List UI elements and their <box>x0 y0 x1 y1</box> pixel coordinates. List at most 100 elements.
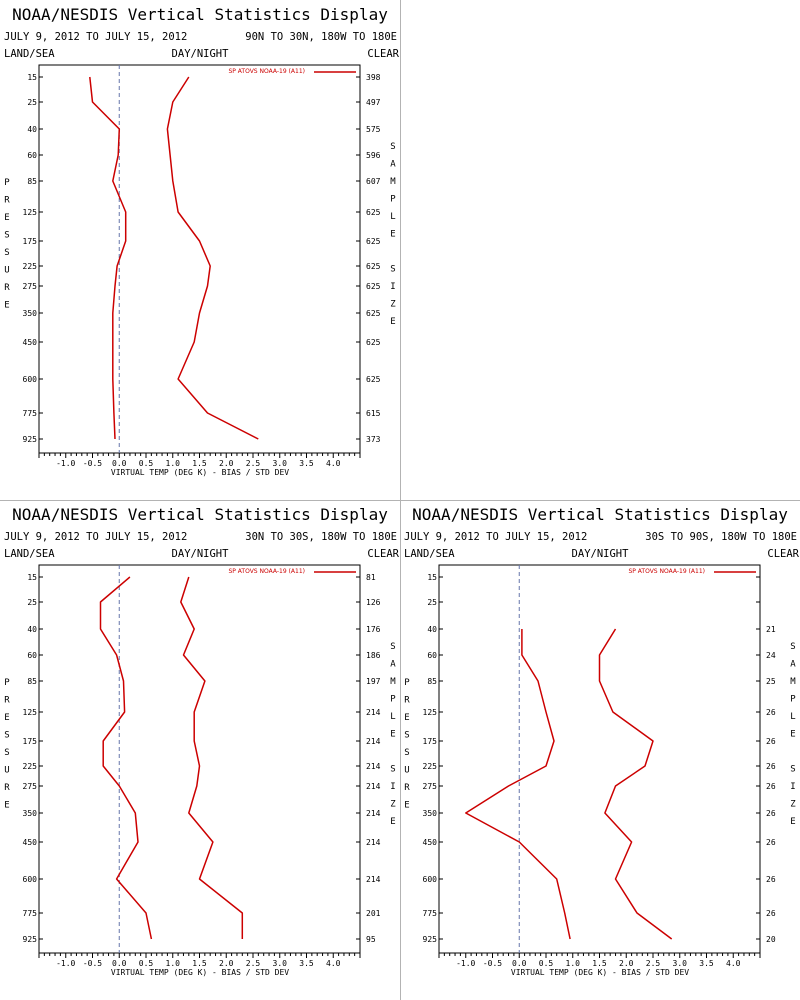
clear-label: CLEAR <box>767 548 799 560</box>
right-axis-title-letter: I <box>390 782 395 792</box>
right-axis-title-letter: P <box>390 695 396 705</box>
sample-size-label: 26 <box>766 762 776 771</box>
x-tick-label: 0.0 <box>512 959 527 968</box>
panel-divider-horizontal <box>0 500 800 501</box>
sample-size-label: 214 <box>366 875 381 884</box>
chart-svg: NOAA/NESDIS Vertical Statistics Display J… <box>4 505 400 977</box>
sample-size-label: 575 <box>366 125 381 134</box>
pressure-level-label: 175 <box>23 737 38 746</box>
pressure-level-label: 25 <box>427 598 437 607</box>
y-axis-title-letter: S <box>404 748 409 758</box>
pressure-level-label: 125 <box>23 208 38 217</box>
pressure-level-label: 350 <box>23 309 38 318</box>
sample-size-label: 26 <box>766 708 776 717</box>
sample-size-label: 607 <box>366 177 381 186</box>
x-tick-label: 1.5 <box>592 959 607 968</box>
sample-size-label: 214 <box>366 838 381 847</box>
sample-size-label: 186 <box>366 651 381 660</box>
pressure-level-label: 775 <box>423 909 438 918</box>
std-dev-line <box>180 576 244 939</box>
x-tick-label: 0.5 <box>139 959 154 968</box>
sample-size-label: 126 <box>366 598 381 607</box>
sample-size-label: 398 <box>366 73 381 82</box>
x-tick-label: 1.5 <box>192 459 207 468</box>
x-tick-label: 3.0 <box>273 959 288 968</box>
pressure-level-label: 925 <box>423 935 438 944</box>
pressure-level-label: 85 <box>427 677 437 686</box>
sample-size-label: 95 <box>366 935 376 944</box>
x-tick-label: 3.0 <box>273 459 288 468</box>
pressure-level-label: 125 <box>423 708 438 717</box>
y-axis-title-letter: P <box>4 678 10 688</box>
sample-size-label: 373 <box>366 435 381 444</box>
date-range: JULY 9, 2012 TO JULY 15, 2012 <box>4 531 187 543</box>
sample-size-label: 26 <box>766 875 776 884</box>
x-tick-label: 2.0 <box>219 459 234 468</box>
pressure-level-label: 15 <box>27 73 37 82</box>
x-tick-label: -1.0 <box>456 959 475 968</box>
right-axis-title-letter: Z <box>790 800 796 810</box>
x-tick-label: 2.0 <box>219 959 234 968</box>
y-axis-title-letter: S <box>4 748 9 758</box>
x-tick-label: 3.5 <box>699 959 714 968</box>
sample-size-label: 615 <box>366 409 381 418</box>
pressure-level-label: 925 <box>23 935 38 944</box>
sample-size-label: 625 <box>366 237 381 246</box>
x-axis-label: VIRTUAL TEMP (DEG K) - BIAS / STD DEV <box>111 468 289 477</box>
pressure-level-label: 40 <box>427 625 437 634</box>
x-tick-label: 0.5 <box>139 459 154 468</box>
y-axis-title-letter: S <box>404 731 409 741</box>
chart-panel-nh: NOAA/NESDIS Vertical Statistics Display J… <box>0 0 400 500</box>
land-sea-label: LAND/SEA <box>404 548 455 560</box>
right-axis-title-letter: S <box>390 142 395 152</box>
right-axis-title-letter: M <box>390 177 396 187</box>
right-axis-title-letter: A <box>390 660 396 670</box>
plot-frame <box>38 564 361 954</box>
right-axis-title-letter: E <box>390 230 395 240</box>
x-tick-label: 2.5 <box>246 459 261 468</box>
right-axis-title-letter: L <box>790 712 795 722</box>
pressure-level-label: 225 <box>23 262 38 271</box>
pressure-level-label: 85 <box>27 177 37 186</box>
pressure-level-label: 15 <box>427 573 437 582</box>
x-tick-label: -0.5 <box>83 459 102 468</box>
pressure-level-label: 60 <box>27 151 37 160</box>
pressure-level-label: 450 <box>423 838 438 847</box>
pressure-level-label: 775 <box>23 909 38 918</box>
right-axis-title-letter: S <box>390 265 395 275</box>
pressure-level-label: 775 <box>23 409 38 418</box>
y-axis-title-letter: E <box>404 801 409 811</box>
bias-line <box>99 576 153 940</box>
sample-size-label: 81 <box>366 573 376 582</box>
plot-frame <box>438 564 761 954</box>
x-tick-label: 3.0 <box>673 959 688 968</box>
right-axis-title-letter: M <box>790 677 796 687</box>
x-tick-label: -0.5 <box>83 959 102 968</box>
sample-size-label: 625 <box>366 338 381 347</box>
x-axis-label: VIRTUAL TEMP (DEG K) - BIAS / STD DEV <box>111 968 289 977</box>
y-axis-title-letter: R <box>4 696 10 706</box>
pressure-level-label: 275 <box>23 782 38 791</box>
right-axis-title-letter: S <box>790 642 795 652</box>
sample-size-label: 625 <box>366 282 381 291</box>
pressure-level-label: 85 <box>27 677 37 686</box>
region-label: 30S TO 90S, 180W TO 180E <box>645 531 797 543</box>
chart-panel-sh: NOAA/NESDIS Vertical Statistics Display J… <box>400 500 800 1000</box>
y-axis-title-letter: S <box>4 731 9 741</box>
pressure-level-label: 600 <box>423 875 438 884</box>
pressure-level-label: 925 <box>23 435 38 444</box>
x-tick-label: 0.0 <box>112 459 127 468</box>
std-dev-line <box>598 628 673 940</box>
right-axis-title-letter: L <box>390 212 395 222</box>
right-axis-title-letter: Z <box>390 800 396 810</box>
chart-svg: NOAA/NESDIS Vertical Statistics Display J… <box>4 5 400 477</box>
right-axis-title-letter: P <box>390 195 396 205</box>
land-sea-label: LAND/SEA <box>4 548 55 560</box>
right-axis-title-letter: E <box>390 817 395 827</box>
sample-size-label: 214 <box>366 782 381 791</box>
y-axis-title-letter: S <box>4 248 9 258</box>
pressure-level-label: 15 <box>27 573 37 582</box>
date-range: JULY 9, 2012 TO JULY 15, 2012 <box>404 531 587 543</box>
sample-size-label: 26 <box>766 809 776 818</box>
sample-size-label: 197 <box>366 677 381 686</box>
